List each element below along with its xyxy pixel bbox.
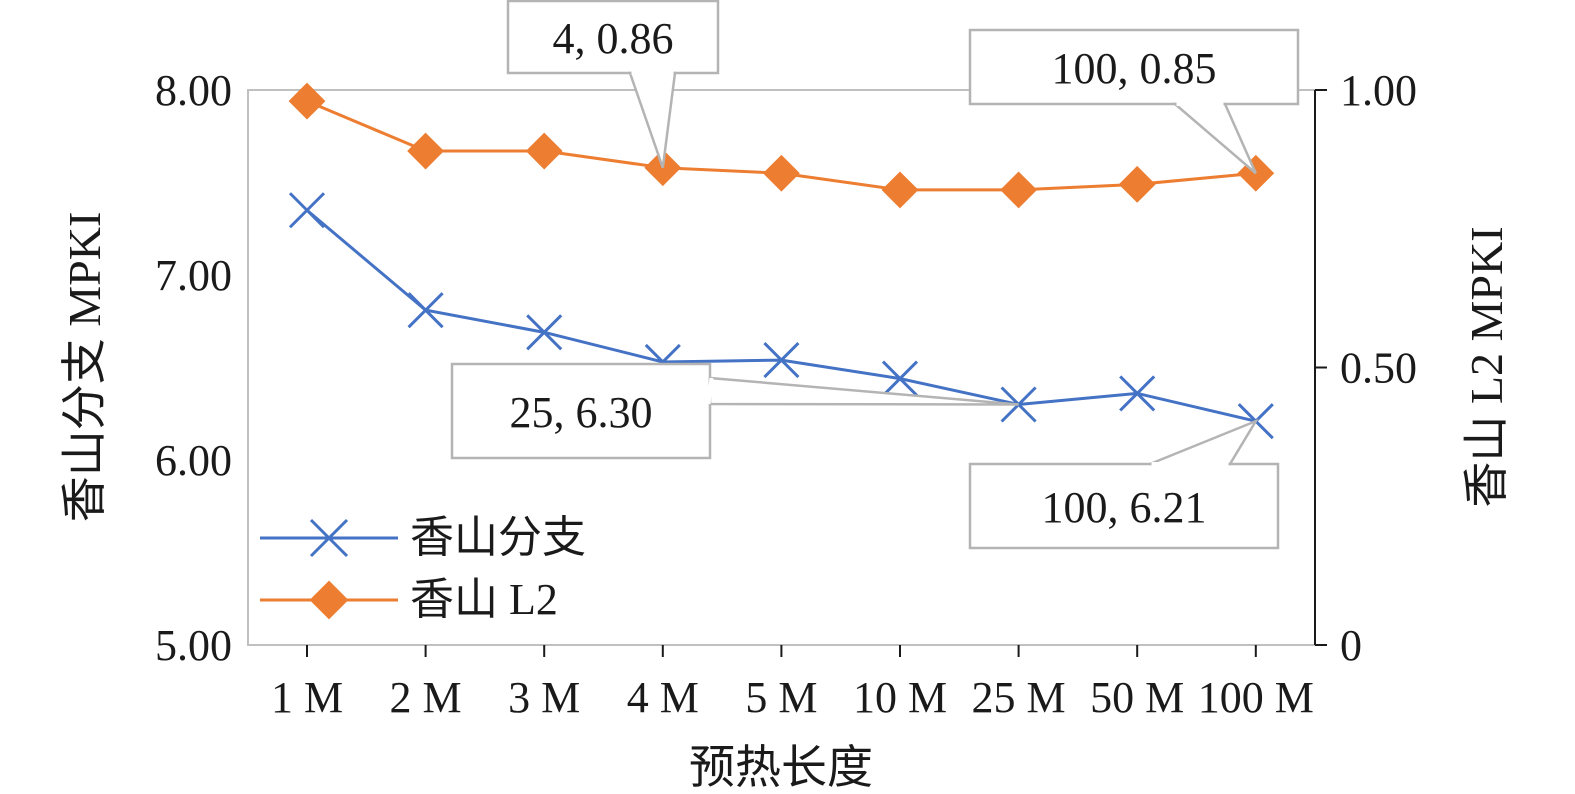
x-tick-label: 2 M — [390, 673, 462, 722]
x-tick-label: 3 M — [508, 673, 580, 722]
x-tick-label: 100 M — [1198, 673, 1314, 722]
x-axis-title: 预热长度 — [689, 742, 873, 793]
callout-box — [450, 362, 712, 460]
data-point-diamond — [288, 82, 326, 120]
right-axis-tick-labels: 0 0.50 1.00 — [1340, 66, 1417, 670]
legend-marker-x-icon — [309, 518, 349, 558]
x-tick-label: 25 M — [972, 673, 1066, 722]
data-point-diamond — [1118, 165, 1156, 203]
right-tick-label: 1.00 — [1340, 66, 1417, 115]
x-tick-label: 10 M — [853, 673, 947, 722]
left-axis-tick-labels: 5.00 6.00 7.00 8.00 — [155, 66, 232, 670]
data-point-diamond — [762, 154, 800, 192]
data-point-diamond — [1000, 171, 1038, 209]
x-axis-tick-labels: 1 M 2 M 3 M 4 M 5 M 10 M 25 M 50 M 100 M — [271, 673, 1314, 722]
callout-box — [968, 462, 1280, 550]
right-tick-label: 0 — [1340, 621, 1362, 670]
data-point-x — [288, 192, 326, 229]
data-point-x — [407, 292, 444, 329]
x-tick-label: 4 M — [627, 673, 699, 722]
callout-joint — [706, 377, 714, 405]
callout-label: 4, 0.86 — [553, 14, 674, 63]
callout-label: 100, 0.85 — [1052, 44, 1217, 93]
x-axis-ticks — [306, 645, 1257, 657]
callout-pointer — [708, 376, 1019, 406]
left-tick-label: 7.00 — [155, 251, 232, 300]
left-axis-title: 香山分支 MPKI — [59, 212, 110, 523]
data-point-x — [881, 360, 919, 397]
x-tick-label: 5 M — [745, 673, 817, 722]
legend-marker-diamond-icon — [309, 580, 349, 620]
left-tick-label: 5.00 — [155, 621, 232, 670]
left-tick-label: 8.00 — [155, 66, 232, 115]
data-point-diamond — [525, 132, 563, 170]
callout-pointer — [1171, 102, 1257, 175]
data-point-x — [1119, 375, 1156, 412]
legend-label-series-0: 香山分支 — [410, 513, 586, 562]
right-axis-ticks — [1315, 89, 1327, 646]
right-tick-label: 0.50 — [1340, 344, 1417, 393]
callout-label: 25, 6.30 — [510, 388, 653, 437]
data-callouts: 4, 0.86 100, 0.85 25, 6.30 100, 6.21 — [450, 0, 1300, 550]
left-tick-label: 6.00 — [155, 436, 232, 485]
callout-pointer — [1149, 418, 1259, 466]
data-point-x — [526, 314, 563, 351]
callout-label: 100, 6.21 — [1042, 483, 1207, 532]
legend-label-series-1: 香山 L2 — [410, 575, 558, 624]
callout-box — [506, 0, 720, 75]
callout-pointer — [628, 71, 677, 169]
data-point-x — [763, 342, 800, 379]
x-tick-label: 1 M — [271, 673, 343, 722]
data-point-diamond — [881, 171, 919, 209]
x-tick-label: 50 M — [1090, 673, 1184, 722]
right-axis-title: 香山 L2 MPKI — [1461, 226, 1512, 507]
callout-box — [968, 28, 1300, 106]
legend: 香山分支 香山 L2 — [260, 513, 586, 624]
data-point-diamond — [407, 132, 445, 170]
